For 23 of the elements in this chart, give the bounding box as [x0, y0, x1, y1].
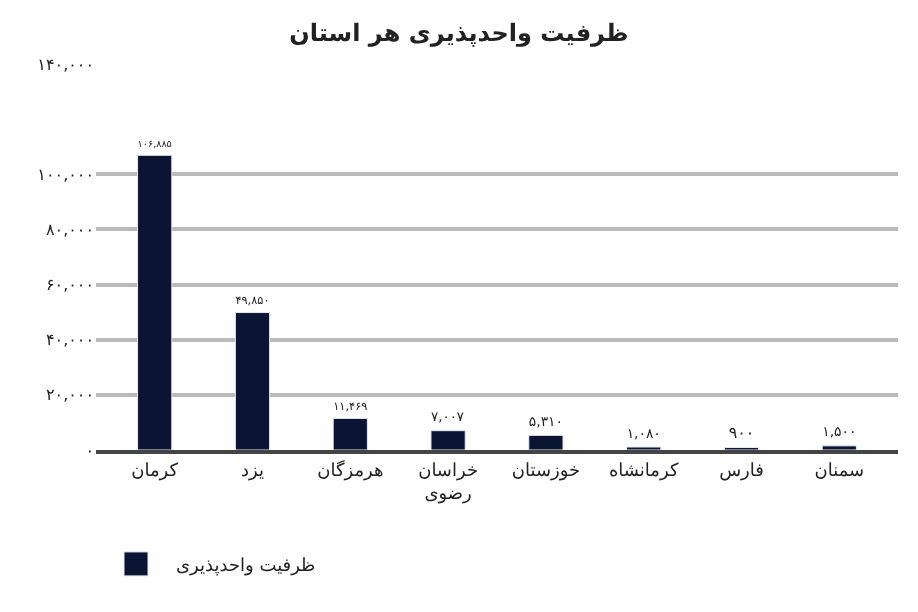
y-tick-label: ۲۰,۰۰۰	[45, 386, 94, 405]
y-tick-label: ۱۰۰,۰۰۰	[37, 165, 94, 184]
y-tick-label: ۸۰,۰۰۰	[45, 221, 94, 240]
y-tick-label: ۶۰,۰۰۰	[45, 276, 94, 295]
x-tick-label: سمنان	[814, 461, 865, 482]
x-tick-label: کرمانشاه	[608, 461, 680, 482]
data-label: ۹۰۰	[728, 423, 755, 442]
x-tick-label: هرمزگان	[317, 457, 384, 482]
bar	[528, 434, 564, 450]
bar	[332, 417, 368, 450]
x-tick-label: یزد	[241, 461, 265, 482]
bar	[430, 430, 466, 450]
chart-title: ظرفیت واحدپذیری هر استان	[289, 19, 629, 48]
y-tick-label: ۰	[85, 441, 94, 460]
bar	[137, 154, 173, 450]
bar	[234, 312, 271, 450]
x-tick-label: خوزستان	[511, 461, 581, 482]
y-tick-label: ۴۰,۰۰۰	[45, 331, 94, 350]
x-tick-label: کرمان	[131, 461, 180, 482]
legend-label: ظرفیت واحدپذیری	[176, 556, 316, 577]
y-tick-label: ۱۴۰,۰۰۰	[37, 55, 94, 74]
x-tick-label: خراسان رضوی	[418, 461, 479, 505]
x-tick-label: فارس	[719, 461, 764, 482]
